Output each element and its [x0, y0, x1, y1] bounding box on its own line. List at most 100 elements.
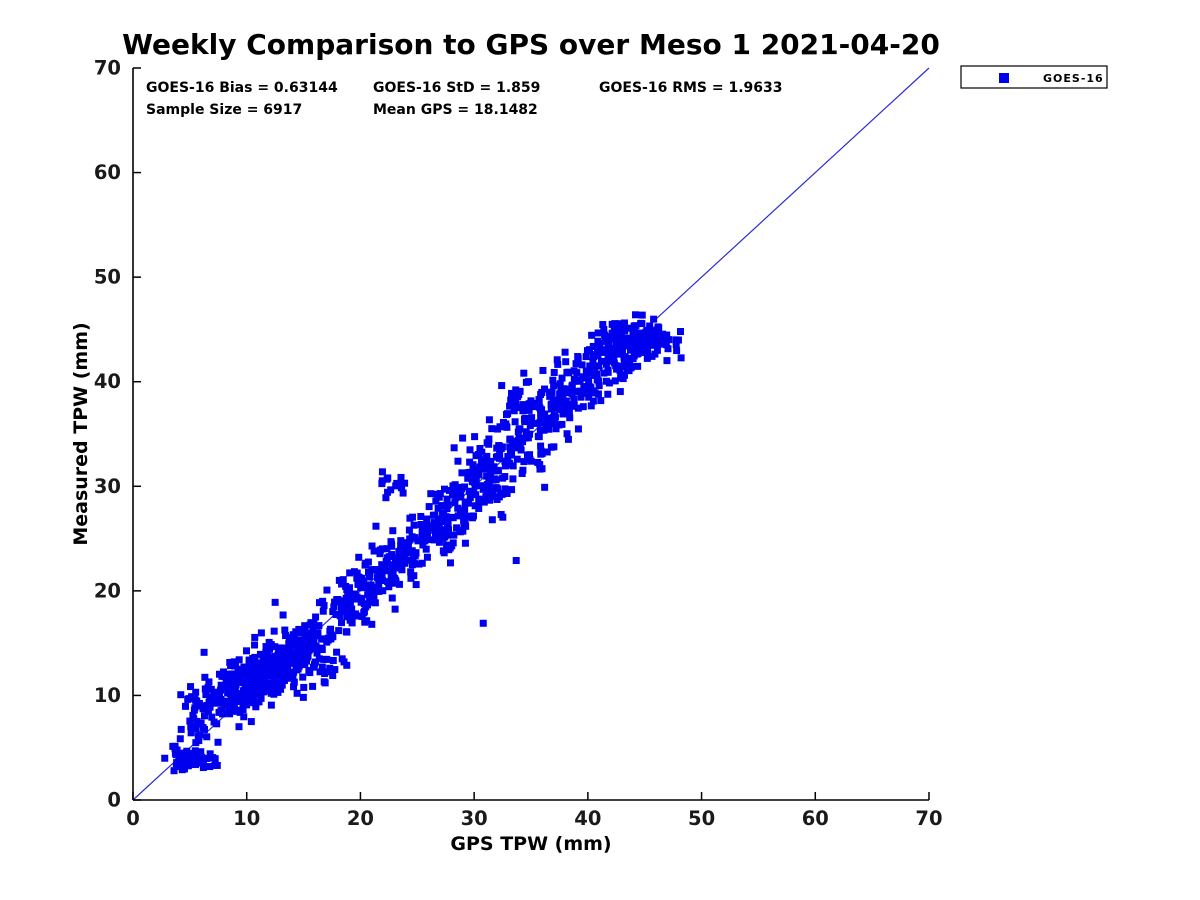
scatter-point	[274, 688, 282, 696]
scatter-point	[637, 346, 645, 354]
scatter-point	[271, 673, 279, 681]
scatter-point	[389, 527, 397, 535]
scatter-point	[662, 341, 670, 349]
scatter-point	[440, 513, 448, 521]
scatter-point	[221, 701, 229, 709]
scatter-point	[512, 557, 520, 565]
scatter-point	[321, 679, 329, 687]
scatter-point	[591, 389, 599, 397]
scatter-point	[540, 426, 548, 434]
scatter-point	[316, 668, 324, 676]
scatter-point	[296, 636, 304, 644]
scatter-point	[206, 750, 214, 758]
scatter-point	[197, 702, 205, 710]
scatter-point	[378, 561, 386, 569]
scatter-point	[621, 342, 629, 350]
scatter-point	[625, 341, 633, 349]
scatter-point	[299, 652, 307, 660]
scatter-point	[574, 353, 582, 361]
scatter-point	[199, 764, 207, 772]
scatter-point	[177, 691, 185, 699]
scatter-point	[466, 458, 474, 466]
scatter-point	[677, 328, 685, 336]
scatter-point	[565, 408, 573, 416]
scatter-point	[254, 669, 262, 677]
scatter-point	[305, 667, 313, 675]
scatter-point	[508, 441, 516, 449]
scatter-point	[487, 457, 495, 465]
scatter-point	[171, 742, 179, 750]
scatter-point	[339, 576, 347, 584]
y-tick-label: 60	[94, 161, 121, 184]
scatter-point	[552, 425, 560, 433]
scatter-point	[629, 326, 637, 334]
scatter-point	[203, 754, 211, 762]
scatter-point	[660, 332, 668, 340]
scatter-point	[502, 420, 510, 428]
scatter-point	[475, 504, 483, 512]
scatter-point	[265, 671, 273, 679]
scatter-point	[638, 320, 646, 328]
scatter-point	[628, 363, 636, 371]
scatter-point	[536, 426, 544, 434]
scatter-point	[378, 480, 386, 488]
scatter-point	[257, 694, 265, 702]
scatter-point	[506, 451, 514, 459]
scatter-point	[418, 527, 426, 535]
scatter-point	[519, 407, 527, 415]
scatter-point	[172, 751, 180, 759]
scatter-point	[594, 352, 602, 360]
scatter-point	[193, 717, 201, 725]
scatter-point	[573, 369, 581, 377]
scatter-point	[591, 362, 599, 370]
scatter-point	[323, 586, 331, 594]
stat-sample-size: Sample Size = 6917	[146, 102, 302, 118]
scatter-point	[176, 735, 184, 743]
scatter-point	[270, 677, 278, 685]
scatter-point	[493, 495, 501, 503]
scatter-point	[291, 649, 299, 657]
scatter-point	[251, 633, 259, 641]
scatter-point	[563, 369, 571, 377]
scatter-point	[259, 688, 267, 696]
scatter-point	[218, 672, 226, 680]
legend-box	[960, 65, 1108, 89]
scatter-point	[371, 599, 379, 607]
chart-title: Weekly Comparison to GPS over Meso 1 202…	[122, 28, 940, 61]
scatter-point	[536, 419, 544, 427]
scatter-point	[610, 355, 618, 363]
scatter-point	[501, 462, 509, 470]
scatter-point	[650, 340, 658, 348]
scatter-point	[604, 390, 612, 398]
scatter-point	[170, 767, 178, 775]
scatter-point	[454, 457, 462, 465]
scatter-point	[541, 483, 549, 491]
scatter-point	[424, 522, 432, 530]
scatter-point	[279, 611, 287, 619]
scatter-point	[520, 369, 528, 377]
scatter-point	[415, 560, 423, 568]
scatter-point	[460, 522, 468, 530]
scatter-point	[611, 377, 619, 385]
scatter-point	[445, 486, 453, 494]
scatter-point	[404, 541, 412, 549]
scatter-point	[213, 692, 221, 700]
scatter-point	[547, 443, 555, 451]
scatter-point	[358, 612, 366, 620]
scatter-point	[187, 729, 195, 737]
scatter-point	[553, 356, 561, 364]
scatter-point	[589, 342, 597, 350]
scatter-point	[429, 511, 437, 519]
scatter-point	[196, 731, 204, 739]
scatter-point	[444, 501, 452, 509]
scatter-point	[211, 761, 219, 769]
scatter-point	[434, 504, 442, 512]
scatter-point	[351, 591, 359, 599]
scatter-point	[270, 661, 278, 669]
scatter-point	[435, 538, 443, 546]
scatter-point	[439, 518, 447, 526]
scatter-point	[315, 622, 323, 630]
scatter-point	[401, 479, 409, 487]
scatter-point	[543, 448, 551, 456]
scatter-point	[313, 649, 321, 657]
